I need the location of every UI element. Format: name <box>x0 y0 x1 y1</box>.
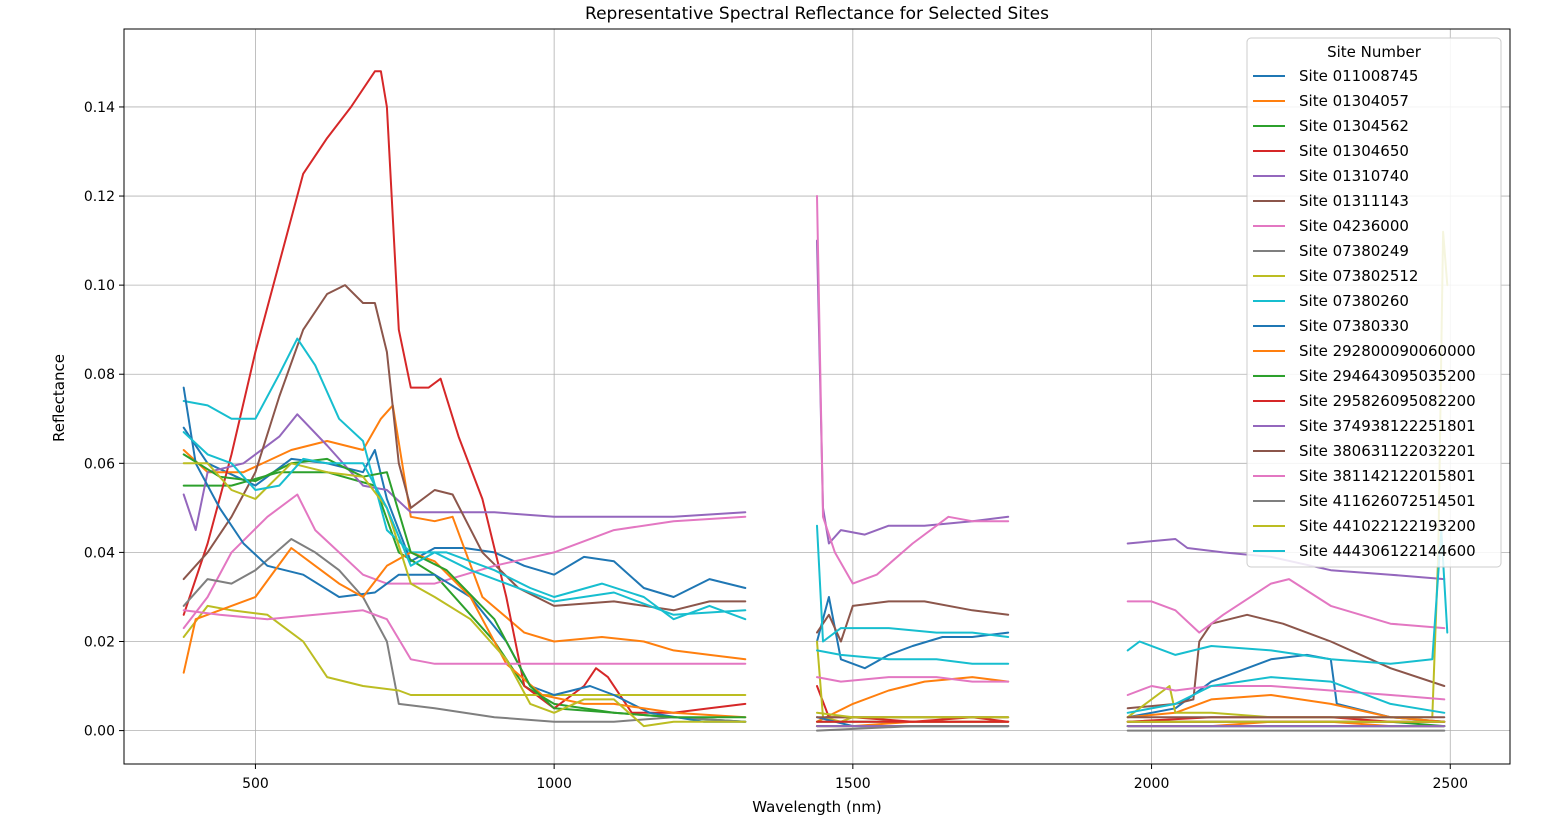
x-tick-label: 1500 <box>835 776 871 792</box>
series-line <box>816 239 1010 545</box>
x-axis-label: Wavelength (nm) <box>752 798 882 816</box>
y-axis-label: Reflectance <box>50 354 68 442</box>
y-axis-ticks: 0.00 0.02 0.04 0.06 0.08 0.10 0.12 0.14 <box>84 100 124 740</box>
series-line <box>182 609 747 665</box>
series-line <box>816 676 1010 683</box>
legend-entry: Site 444306122144600 <box>1299 542 1476 560</box>
legend-entry: Site 07380249 <box>1299 242 1409 260</box>
series-12 <box>182 547 1446 728</box>
legend-entry: Site 01304057 <box>1299 92 1409 110</box>
series-line <box>182 462 747 728</box>
x-tick-label: 2000 <box>1134 776 1170 792</box>
chart-title: Representative Spectral Reflectance for … <box>585 4 1049 24</box>
series-line <box>816 725 1010 732</box>
series-line <box>182 431 747 616</box>
series-line <box>182 547 747 719</box>
y-tick-label: 0.04 <box>84 545 115 561</box>
legend-entry: Site 01304562 <box>1299 117 1409 135</box>
series-line <box>1126 529 1449 665</box>
series-17 <box>182 609 1446 701</box>
series-line <box>816 524 1010 643</box>
series-10 <box>182 337 1449 665</box>
series-line <box>182 426 747 598</box>
series-20 <box>182 431 1446 714</box>
x-tick-label: 1000 <box>536 776 572 792</box>
x-axis-ticks: 500 1000 1500 2000 2500 <box>242 764 1468 792</box>
legend-box <box>1246 37 1502 568</box>
legend-entry: Site 294643095035200 <box>1299 367 1476 385</box>
legend-entry: Site 295826095082200 <box>1299 392 1476 410</box>
series-line <box>182 386 747 723</box>
x-tick-label: 500 <box>242 776 269 792</box>
legend-entry: Site 441022122193200 <box>1299 517 1476 535</box>
legend: Site Number Site 011008745 Site 01304057 S… <box>1246 37 1502 568</box>
series-18 <box>816 725 1446 732</box>
y-tick-label: 0.14 <box>84 100 115 116</box>
legend-entry: Site 04236000 <box>1299 217 1409 235</box>
series-line <box>816 649 1010 665</box>
plot-area-frame <box>123 28 1511 765</box>
y-tick-label: 0.00 <box>84 724 115 740</box>
series-line <box>816 596 1010 670</box>
legend-entry: Site 292800090060000 <box>1299 342 1476 360</box>
legend-entry: Site 381142122015801 <box>1299 467 1476 485</box>
series-line <box>182 453 747 719</box>
y-tick-label: 0.10 <box>84 278 115 294</box>
series-line <box>182 413 747 532</box>
series-line <box>182 493 747 630</box>
legend-entry: Site 011008745 <box>1299 67 1418 85</box>
series-line <box>1126 613 1446 710</box>
series-7 <box>182 195 1446 634</box>
series-lines <box>182 70 1449 732</box>
series-line <box>816 711 1010 719</box>
y-tick-label: 0.08 <box>84 367 115 383</box>
y-tick-label: 0.12 <box>84 189 115 205</box>
legend-entry: Site 374938122251801 <box>1299 417 1476 435</box>
legend-title: Site Number <box>1327 43 1422 61</box>
series-line <box>816 676 1010 723</box>
series-line <box>182 538 747 723</box>
series-line <box>816 600 1010 643</box>
legend-entry: Site 411626072514501 <box>1299 492 1476 510</box>
series-line <box>182 471 747 723</box>
legend-entry: Site 01304650 <box>1299 142 1409 160</box>
legend-entry: Site 073802512 <box>1299 267 1418 285</box>
legend-entry: Site 07380260 <box>1299 292 1409 310</box>
series-line <box>182 337 747 621</box>
series-line <box>182 70 747 714</box>
y-tick-label: 0.06 <box>84 456 115 472</box>
legend-entry: Site 01311143 <box>1299 192 1409 210</box>
series-line <box>182 604 747 696</box>
series-19 <box>182 462 1446 728</box>
legend-entry: Site 380631122032201 <box>1299 442 1476 460</box>
series-line <box>1126 676 1446 714</box>
legend-entry: Site 01310740 <box>1299 167 1409 185</box>
series-line <box>1126 685 1446 701</box>
series-line <box>182 404 747 661</box>
x-tick-label: 2500 <box>1432 776 1468 792</box>
series-line <box>1126 578 1446 634</box>
series-line <box>182 284 747 612</box>
series-6 <box>182 284 1446 710</box>
legend-entry: Site 07380330 <box>1299 317 1409 335</box>
series-line <box>816 195 1010 585</box>
y-tick-label: 0.02 <box>84 635 115 651</box>
